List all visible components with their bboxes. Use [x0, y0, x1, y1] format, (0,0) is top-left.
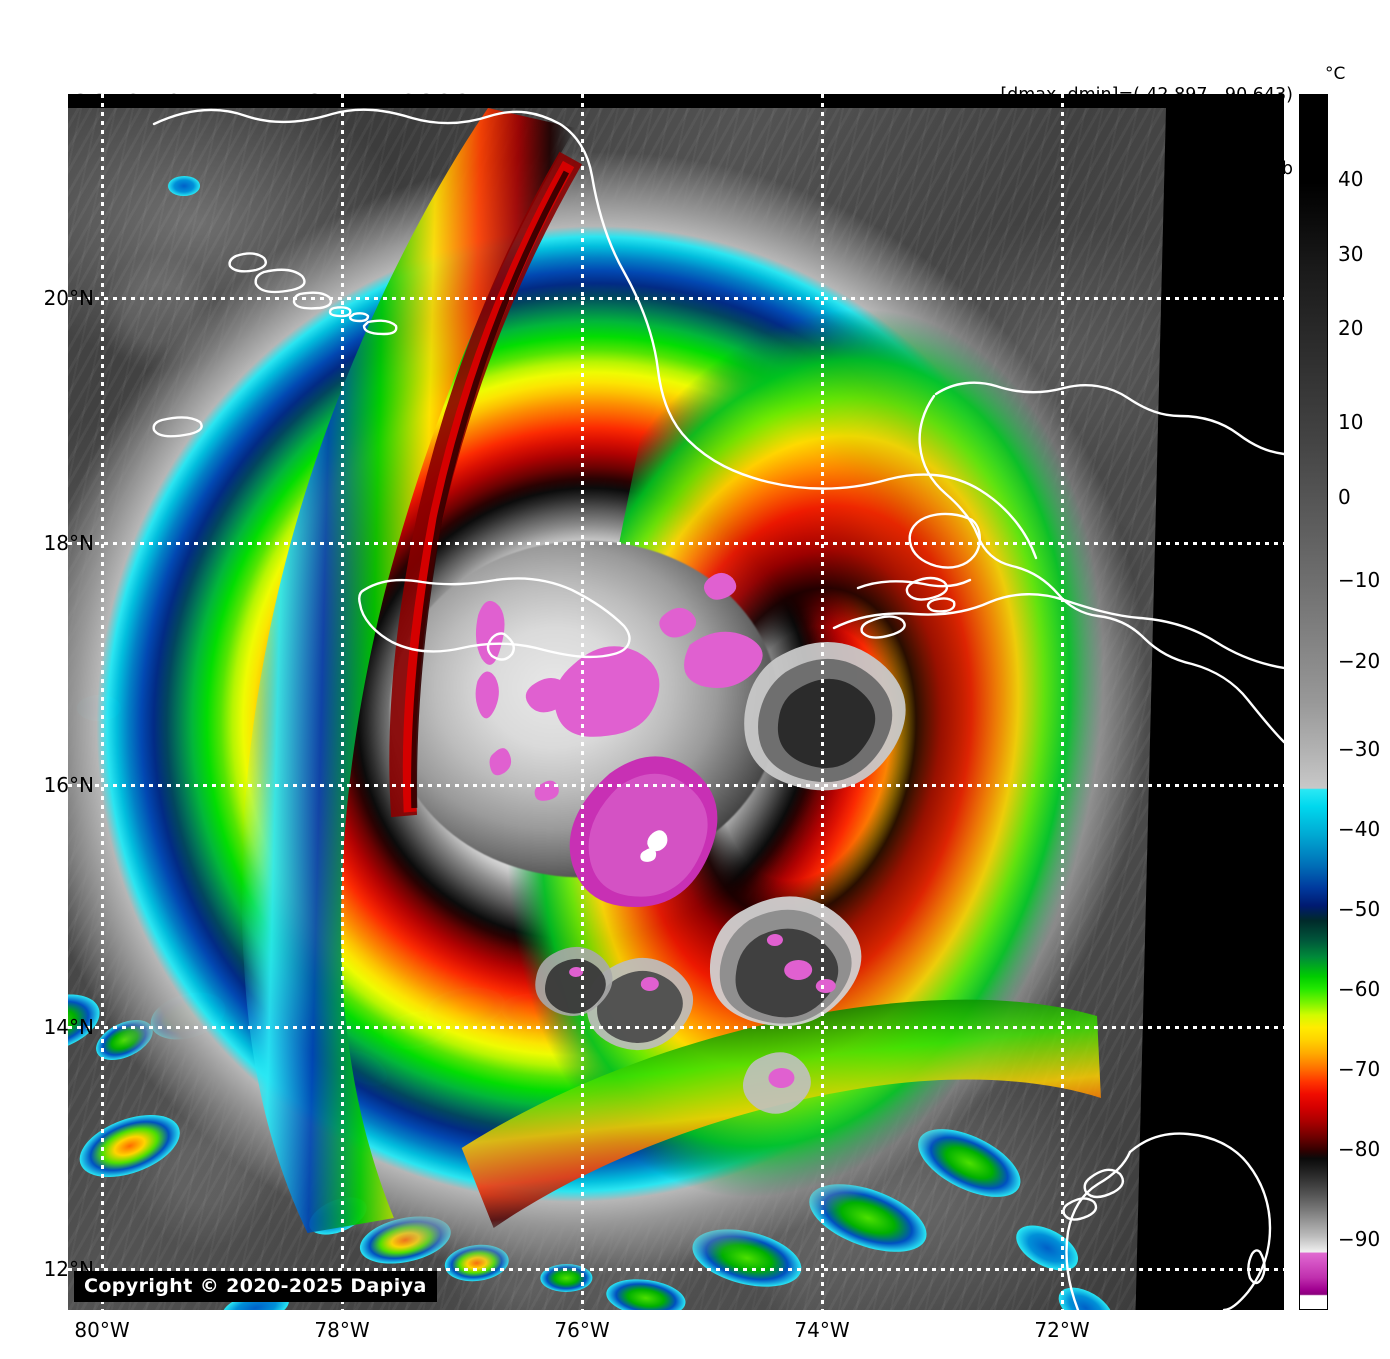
gridline-lon-72w	[1061, 94, 1064, 1310]
coastline-overlay	[152, 108, 1284, 1310]
xtick-label-78w: 78°W	[314, 1318, 370, 1342]
gridline-lat-18n	[68, 542, 1284, 545]
colorbar-tick-m90: −90	[1338, 1227, 1381, 1251]
gridline-lon-76w	[581, 94, 584, 1310]
satellite-plot-area[interactable]: Copyright © 2020-2025 Dapiya	[68, 94, 1284, 1310]
colorbar-tick-40: 40	[1338, 167, 1364, 191]
gridline-lon-80w	[101, 94, 104, 1310]
colorbar-tick-30: 30	[1338, 242, 1364, 266]
colorbar-tick-10: 10	[1338, 410, 1364, 434]
colorbar-tick-m80: −80	[1338, 1137, 1381, 1161]
colorbar-tick-m40: −40	[1338, 817, 1381, 841]
ytick-label-16n: 16°N	[43, 773, 94, 797]
outer-band-southeast	[461, 999, 1101, 1228]
xtick-label-76w: 76°W	[554, 1318, 610, 1342]
ytick-label-20n: 20°N	[43, 286, 94, 310]
gridline-lat-20n	[68, 297, 1284, 300]
overshooting-tops	[475, 572, 763, 907]
colorbar-tick-0: 0	[1338, 485, 1351, 509]
xtick-label-80w: 80°W	[74, 1318, 130, 1342]
ytick-label-12n: 12°N	[43, 1257, 94, 1281]
gridline-lon-74w	[821, 94, 824, 1310]
colorbar-tick-m60: −60	[1338, 977, 1381, 1001]
colorbar-tick-m10: −10	[1338, 568, 1381, 592]
gridline-lon-78w	[341, 94, 344, 1310]
xtick-label-74w: 74°W	[794, 1318, 850, 1342]
ytick-label-14n: 14°N	[43, 1015, 94, 1039]
cold-top-blobs-southeast	[535, 641, 906, 1114]
xtick-label-72w: 72°W	[1034, 1318, 1090, 1342]
temperature-colorbar[interactable]	[1299, 94, 1328, 1310]
colorbar-tick-m50: −50	[1338, 897, 1381, 921]
satellite-data-region	[68, 108, 1167, 1310]
gridline-lat-12n	[68, 1268, 1284, 1271]
ytick-label-18n: 18°N	[43, 531, 94, 555]
colorbar-unit-label: °C	[1325, 64, 1346, 84]
colorbar-tick-m70: −70	[1338, 1057, 1381, 1081]
colorbar-tick-m20: −20	[1338, 649, 1381, 673]
gridline-lat-16n	[68, 784, 1284, 787]
gridline-lat-14n	[68, 1026, 1284, 1029]
colorbar-tick-m30: −30	[1338, 737, 1381, 761]
principal-rainband-west	[241, 108, 582, 1233]
colorbar-tick-20: 20	[1338, 316, 1364, 340]
copyright-notice: Copyright © 2020-2025 Dapiya	[74, 1271, 437, 1302]
